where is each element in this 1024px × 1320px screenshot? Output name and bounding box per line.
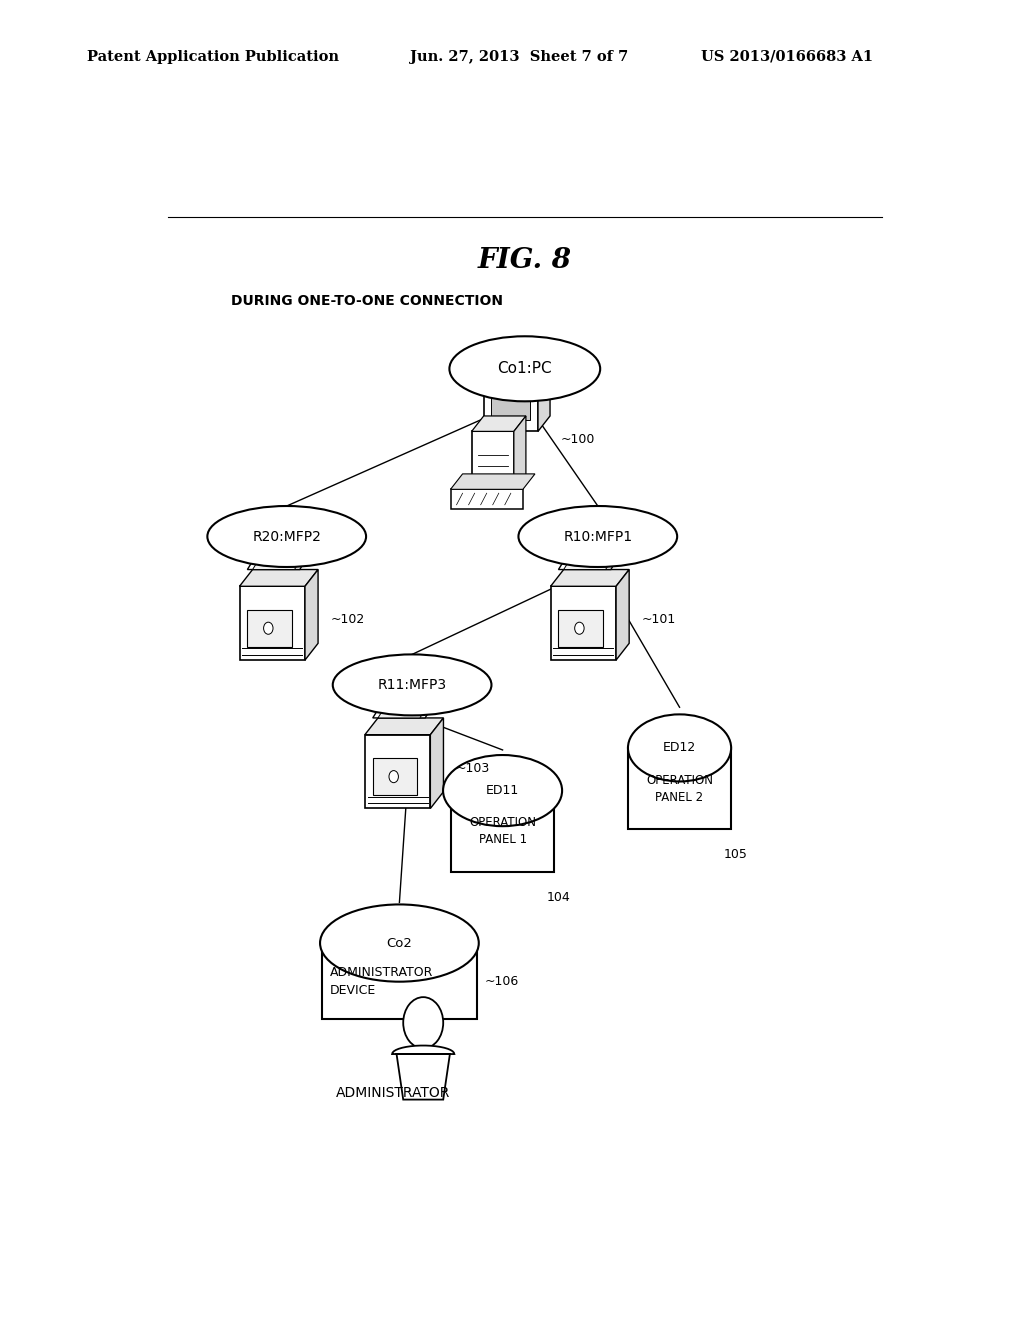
Text: ED12: ED12 <box>663 742 696 755</box>
Polygon shape <box>451 490 523 508</box>
Ellipse shape <box>443 755 562 826</box>
Text: US 2013/0166683 A1: US 2013/0166683 A1 <box>701 50 873 63</box>
Text: Co2: Co2 <box>386 937 413 949</box>
Polygon shape <box>240 586 305 660</box>
Polygon shape <box>538 354 550 432</box>
Polygon shape <box>365 718 443 735</box>
Ellipse shape <box>518 506 677 568</box>
Circle shape <box>263 622 273 635</box>
Polygon shape <box>563 553 616 569</box>
Polygon shape <box>430 718 443 808</box>
Text: OPERATION
PANEL 1: OPERATION PANEL 1 <box>469 816 537 846</box>
Polygon shape <box>451 474 535 490</box>
Text: R11:MFP3: R11:MFP3 <box>378 678 446 692</box>
Polygon shape <box>253 553 305 569</box>
FancyBboxPatch shape <box>451 791 554 873</box>
Polygon shape <box>551 569 629 586</box>
Ellipse shape <box>207 506 367 568</box>
Ellipse shape <box>628 714 731 781</box>
Polygon shape <box>248 553 310 569</box>
FancyBboxPatch shape <box>322 942 477 1019</box>
Polygon shape <box>492 381 530 420</box>
Circle shape <box>389 771 398 783</box>
Text: Patent Application Publication: Patent Application Publication <box>87 50 339 63</box>
Polygon shape <box>514 416 526 490</box>
Text: FIG. 8: FIG. 8 <box>478 247 571 273</box>
Text: ADMINISTRATOR
DEVICE: ADMINISTRATOR DEVICE <box>330 966 433 997</box>
Polygon shape <box>472 416 526 432</box>
Text: 104: 104 <box>546 891 570 904</box>
Polygon shape <box>378 701 430 718</box>
Text: ~106: ~106 <box>484 974 519 987</box>
Circle shape <box>574 622 584 635</box>
Polygon shape <box>483 354 550 370</box>
Text: ~103: ~103 <box>456 762 490 775</box>
Text: OPERATION
PANEL 2: OPERATION PANEL 2 <box>646 774 713 804</box>
Polygon shape <box>373 701 435 718</box>
Ellipse shape <box>333 655 492 715</box>
Polygon shape <box>558 553 622 569</box>
Polygon shape <box>483 370 538 432</box>
Text: ED11: ED11 <box>486 784 519 797</box>
Text: R20:MFP2: R20:MFP2 <box>252 529 322 544</box>
Polygon shape <box>551 586 616 660</box>
Ellipse shape <box>450 337 600 401</box>
Polygon shape <box>373 758 417 795</box>
Polygon shape <box>558 610 603 647</box>
Text: ADMINISTRATOR: ADMINISTRATOR <box>336 1086 451 1101</box>
Polygon shape <box>240 569 318 586</box>
Polygon shape <box>616 569 629 660</box>
Text: 105: 105 <box>723 849 748 861</box>
Text: ~100: ~100 <box>560 433 595 446</box>
Polygon shape <box>248 610 292 647</box>
Text: ~101: ~101 <box>641 614 676 627</box>
Text: Jun. 27, 2013  Sheet 7 of 7: Jun. 27, 2013 Sheet 7 of 7 <box>410 50 628 63</box>
Polygon shape <box>472 432 514 490</box>
Polygon shape <box>365 735 430 808</box>
Text: R10:MFP1: R10:MFP1 <box>563 529 633 544</box>
Ellipse shape <box>321 904 479 982</box>
Text: ~102: ~102 <box>331 614 365 627</box>
Text: Co1:PC: Co1:PC <box>498 362 552 376</box>
FancyBboxPatch shape <box>628 748 731 829</box>
Circle shape <box>403 997 443 1048</box>
Polygon shape <box>305 569 318 660</box>
Text: DURING ONE-TO-ONE CONNECTION: DURING ONE-TO-ONE CONNECTION <box>231 293 503 308</box>
Polygon shape <box>392 1045 455 1100</box>
